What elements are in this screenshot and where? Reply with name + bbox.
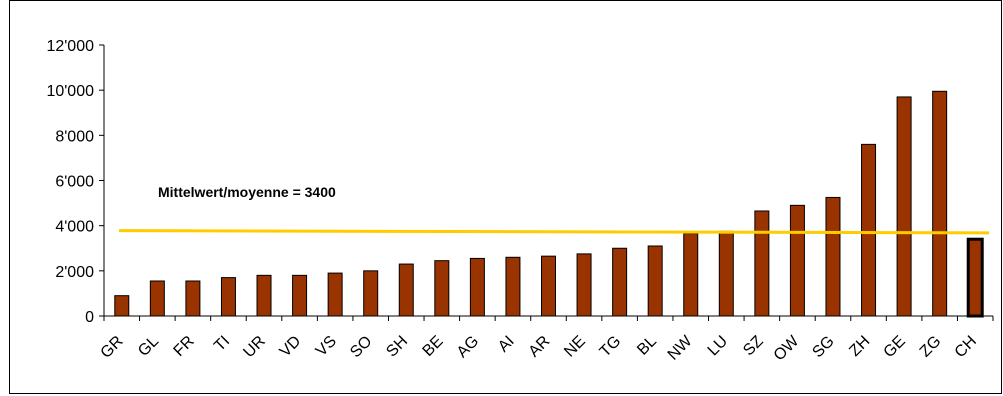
x-tick-label-sz: SZ (740, 333, 767, 360)
x-tick-label-ag: AG (454, 333, 482, 361)
y-tick-label: 10'000 (46, 83, 94, 100)
bar-be (434, 260, 450, 317)
bar-ch (966, 237, 984, 318)
y-tick-label: 2'000 (55, 264, 94, 281)
bar-ow (789, 204, 805, 317)
x-tick-label-lu: LU (705, 333, 731, 359)
x-tick-label-gr: GR (98, 333, 127, 362)
x-tick-label-ti: TI (211, 333, 233, 355)
x-tick-label-bl: BL (634, 333, 660, 359)
x-tick-label-ne: NE (561, 333, 589, 361)
mean-reference-line (118, 229, 990, 235)
x-tick-label-be: BE (420, 333, 447, 360)
bar-bl (647, 245, 663, 317)
bar-gr (114, 295, 130, 317)
bar-tg (612, 247, 628, 317)
x-tick-label-ch: CH (952, 333, 980, 361)
x-tick-label-vd: VD (277, 333, 305, 361)
bars (114, 90, 984, 318)
bar-ai (505, 256, 521, 317)
bar-ne (576, 253, 592, 317)
bar-so (363, 270, 379, 317)
x-tick-label-sg: SG (809, 333, 837, 361)
bar-ti (220, 277, 236, 317)
y-tick-label: 6'000 (55, 174, 94, 191)
x-tick-label-zg: ZG (917, 333, 945, 361)
y-tick-label: 0 (85, 309, 94, 326)
bar-ar (541, 255, 556, 317)
x-tick-label-ge: GE (881, 333, 909, 361)
bar-gl (149, 280, 165, 317)
y-axis-ticks: 0 2'000 4'000 6'000 8'000 10'000 12'000 (46, 38, 104, 326)
bar-vs (327, 272, 343, 317)
x-tick-label-tg: TG (597, 333, 625, 361)
bar-zh (861, 143, 877, 317)
bar-nw (683, 233, 699, 317)
bar-sz (754, 210, 770, 317)
bar-ur (256, 274, 272, 317)
x-tick-label-nw: NW (665, 332, 697, 364)
y-tick-label: 12'000 (46, 38, 94, 55)
mean-annotation: Mittelwert/moyenne = 3400 (158, 184, 336, 200)
x-tick-label-fr: FR (171, 333, 198, 360)
bar-sg (825, 196, 841, 317)
y-tick-label: 8'000 (55, 128, 94, 145)
x-tick-label-ow: OW (771, 332, 803, 364)
bar-zg (932, 90, 948, 317)
bar-vd (292, 274, 308, 317)
bar-fr (185, 280, 201, 317)
bar-lu (718, 230, 734, 317)
x-tick-label-sh: SH (383, 333, 411, 361)
y-tick-label: 4'000 (55, 219, 94, 236)
x-tick-label-zh: ZH (846, 333, 873, 360)
x-tick-label-ai: AI (495, 333, 518, 356)
bar-ag (469, 257, 485, 317)
x-tick-label-ur: UR (240, 333, 268, 361)
x-axis-ticks: GR GL FR TI UR VD VS SO SH BE AG AI AR NE TG BL NW LU SZ OW… (98, 316, 994, 364)
bar-sh (398, 263, 414, 317)
bar-ge (896, 96, 912, 317)
x-tick-label-vs: VS (313, 333, 340, 360)
x-tick-label-ar: AR (526, 333, 554, 361)
x-tick-label-so: SO (347, 333, 375, 361)
x-tick-label-gl: GL (135, 333, 162, 360)
